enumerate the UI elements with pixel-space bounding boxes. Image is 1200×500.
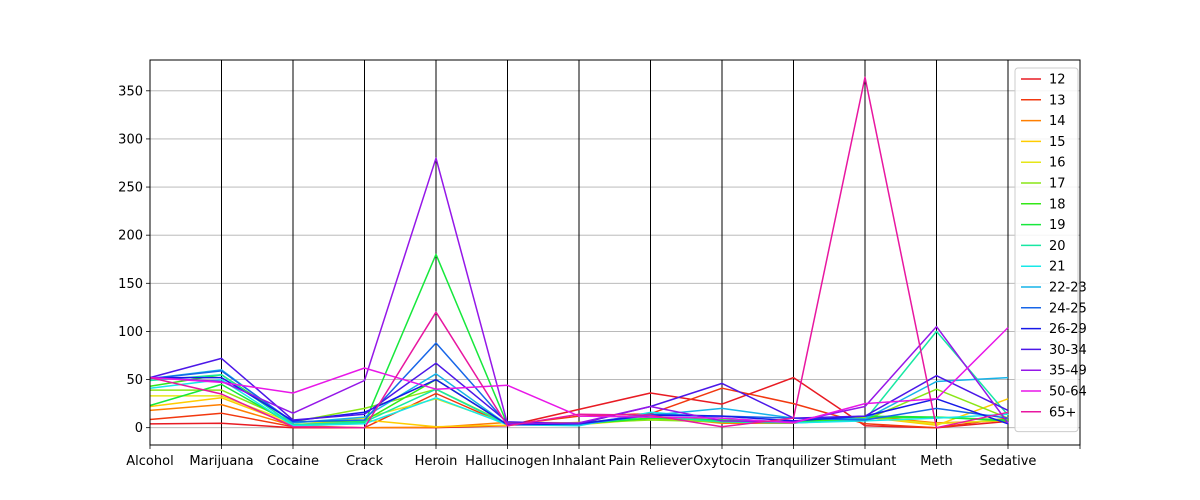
y-tick-label: 150 — [118, 277, 143, 292]
x-tick-label: Stimulant — [834, 454, 897, 469]
series-line-30-34 — [149, 357, 1009, 425]
y-tick-label: 200 — [118, 229, 143, 244]
legend-label: 65+ — [1049, 405, 1076, 420]
tick-layer: 0 50 100 150 200 250 300 350 Alcohol Marijuana Coc… — [118, 84, 1081, 469]
legend-label: 16 — [1049, 156, 1066, 171]
series-line-35-49 — [149, 157, 1009, 425]
legend-label: 12 — [1049, 73, 1066, 88]
x-tick-label: Crack — [346, 454, 384, 469]
legend-label: 13 — [1049, 93, 1066, 108]
series-line-65+ — [149, 76, 1009, 429]
series-line-12 — [149, 376, 1009, 429]
series-line-21 — [149, 378, 1009, 427]
x-tick-label: Tranquilizer — [755, 454, 832, 469]
legend-box — [1014, 67, 1079, 433]
legend-label: 19 — [1049, 218, 1066, 233]
legend: 12 13 14 15 16 17 18 19 20 21 22-23 24-25 26-29 30-34… — [1014, 67, 1087, 433]
legend-label: 22-23 — [1049, 281, 1087, 296]
legend-label: 18 — [1049, 197, 1066, 212]
y-tick-label: 50 — [126, 373, 143, 388]
x-tick-label: Hallucinogen — [465, 454, 550, 469]
x-tick-label: Oxytocin — [693, 454, 751, 469]
y-tick-label: 250 — [118, 181, 143, 196]
y-tick-label: 350 — [118, 84, 143, 99]
x-tick-label: Cocaine — [267, 454, 319, 469]
x-tick-label: Marijuana — [189, 454, 253, 469]
y-tick-label: 0 — [135, 421, 143, 436]
legend-label: 26-29 — [1049, 322, 1087, 337]
x-tick-label: Meth — [920, 454, 953, 469]
legend-label: 35-49 — [1049, 364, 1087, 379]
x-tick-label: Alcohol — [126, 454, 173, 469]
y-tick-label: 100 — [118, 325, 143, 340]
legend-label: 17 — [1049, 177, 1066, 192]
legend-label: 30-34 — [1049, 343, 1087, 358]
legend-label: 14 — [1049, 114, 1066, 129]
legend-label: 50-64 — [1049, 385, 1087, 400]
legend-label: 21 — [1049, 260, 1066, 275]
x-tick-label: Sedative — [980, 454, 1037, 469]
plot-frame — [149, 59, 1081, 446]
series-line-50-64 — [149, 327, 1009, 424]
x-tick-label: Pain Reliever — [609, 454, 694, 469]
legend-label: 15 — [1049, 135, 1066, 150]
legend-label: 24-25 — [1049, 301, 1087, 316]
series-line-22-23 — [149, 369, 1009, 426]
legend-label: 20 — [1049, 239, 1066, 254]
y-tick-label: 300 — [118, 132, 143, 147]
series-layer — [149, 76, 1009, 429]
x-tick-label: Inhalant — [552, 454, 605, 469]
x-tick-label: Heroin — [415, 454, 458, 469]
